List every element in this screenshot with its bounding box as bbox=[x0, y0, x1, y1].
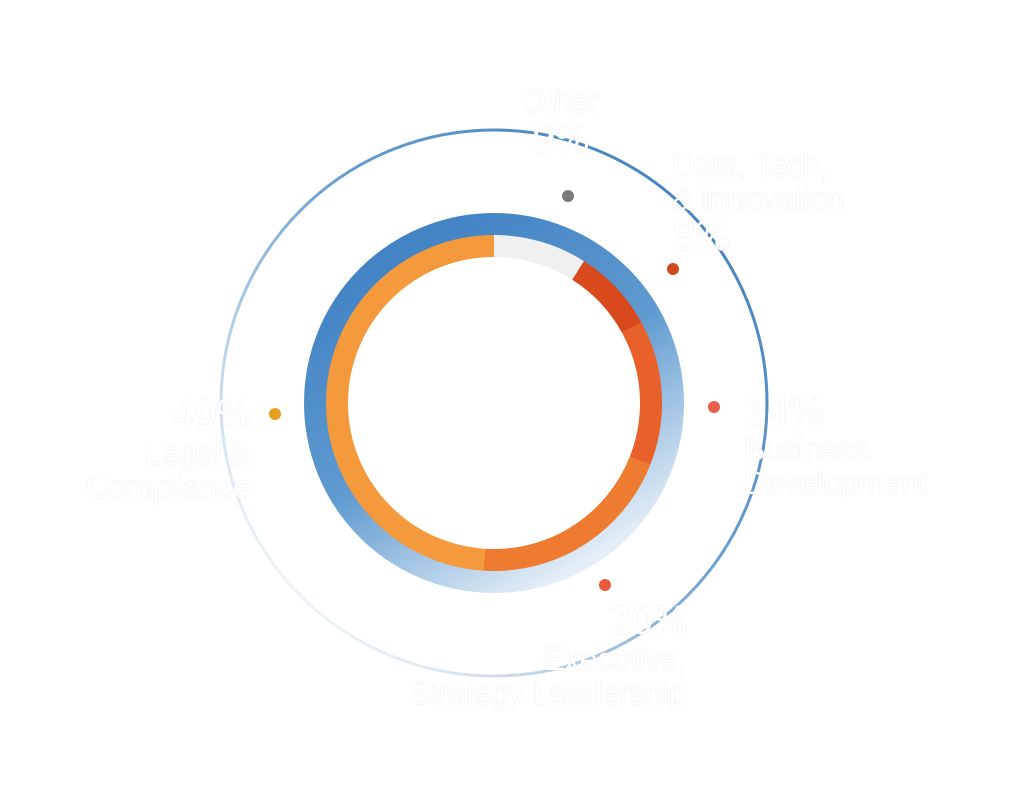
slice-name-legal-compliance: Legal & Compliance bbox=[86, 435, 250, 505]
donut-slice-business-development bbox=[621, 322, 662, 465]
marker-dot-2 bbox=[708, 401, 720, 413]
chart-title: ATTENDEES BY RESPONSIBILITY bbox=[391, 370, 600, 426]
slice-name-other: Other bbox=[521, 83, 599, 119]
donut-slice-other bbox=[493, 235, 585, 280]
slice-value-executive: 20% bbox=[607, 599, 688, 643]
slice-name-business-development: Business Development bbox=[744, 431, 928, 501]
donut-slice-data-tech-innovation bbox=[572, 261, 642, 333]
slice-value-business-development: 14% bbox=[744, 389, 824, 433]
label-data-tech: Data, Tech, & Innovation 8% bbox=[672, 148, 932, 258]
slice-value-legal-compliance: 49% bbox=[171, 393, 252, 437]
slice-value-other: 9% bbox=[531, 117, 590, 161]
donut-slice-legal-compliance bbox=[326, 235, 495, 571]
slice-name-data-tech: Data, Tech, & Innovation bbox=[672, 147, 844, 217]
label-other: Other 9% bbox=[470, 84, 650, 160]
outer-ring bbox=[219, 128, 769, 678]
blue-band bbox=[304, 213, 684, 593]
marker-dot-0 bbox=[562, 190, 574, 202]
label-executive: 20% Executive, Strategy Leadership bbox=[330, 599, 688, 711]
label-legal-compliance: 49% Legal & Compliance bbox=[40, 393, 252, 505]
donut-slice-executive-strategy-leadership bbox=[483, 456, 651, 571]
marker-dot-3 bbox=[599, 579, 611, 591]
slice-value-data-tech: 8% bbox=[672, 215, 730, 259]
label-business-development: 14% Business Development bbox=[744, 390, 1004, 500]
marker-dot-4 bbox=[269, 408, 281, 420]
slice-name-executive: Executive, Strategy Leadership bbox=[409, 641, 686, 711]
marker-dot-1 bbox=[667, 263, 679, 275]
